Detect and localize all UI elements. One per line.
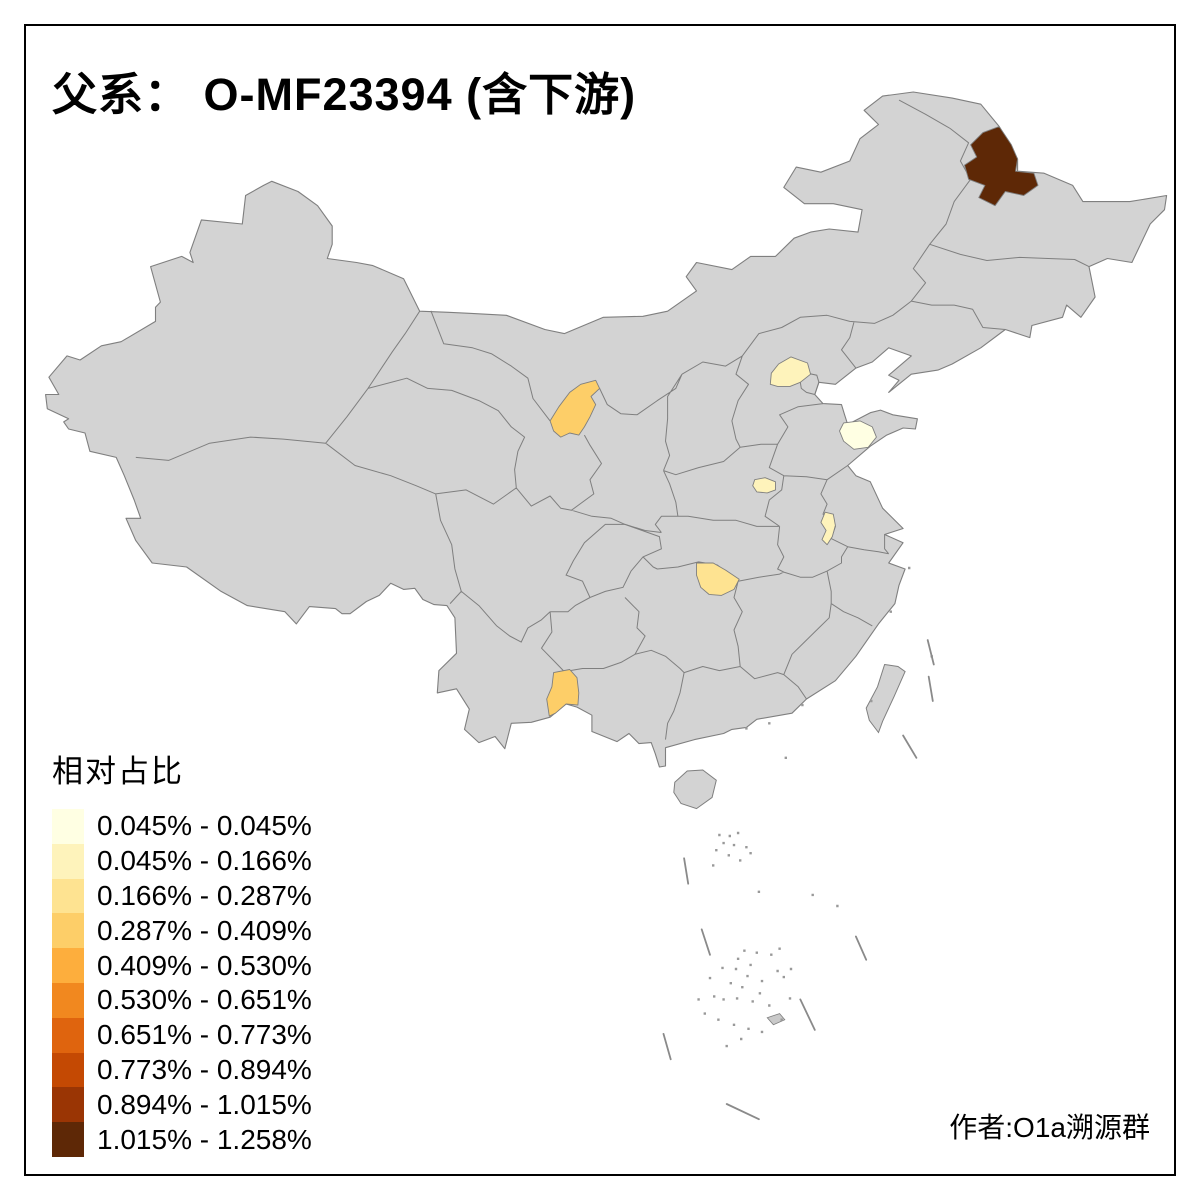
- legend-item: 0.409% - 0.530%: [52, 948, 312, 983]
- taiwan-island: [865, 663, 906, 734]
- legend: 相对占比 0.045% - 0.045% 0.045% - 0.166% 0.166…: [52, 746, 312, 1157]
- south-china-sea-islet: [766, 1013, 786, 1026]
- legend-item: 0.287% - 0.409%: [52, 913, 312, 949]
- legend-title: 相对占比: [52, 754, 184, 789]
- legend-item: 0.530% - 0.651%: [52, 982, 312, 1018]
- legend-swatch: [52, 1087, 84, 1123]
- region-yunnan-southeast: [546, 669, 580, 717]
- legend-swatch: [52, 1122, 84, 1157]
- province-borders: [135, 99, 1090, 740]
- legend-label: 0.651% - 0.773%: [97, 1019, 312, 1051]
- legend-item: 0.166% - 0.287%: [52, 878, 312, 914]
- legend-label: 0.045% - 0.166%: [97, 845, 312, 877]
- legend-label: 0.773% - 0.894%: [97, 1053, 312, 1085]
- region-henan-east: [752, 477, 776, 494]
- legend-label: 0.166% - 0.287%: [97, 879, 312, 911]
- region-anhui-east: [820, 511, 836, 546]
- legend-label: 0.287% - 0.409%: [97, 914, 312, 946]
- region-hunan-north: [696, 562, 740, 596]
- legend-swatch: [52, 913, 84, 949]
- legend-swatch: [52, 878, 84, 914]
- region-beijing: [769, 356, 812, 387]
- plot-frame: [24, 24, 1176, 1176]
- plot-title: 父系： O-MF23394 (含下游): [52, 69, 637, 120]
- legend-label: 0.409% - 0.530%: [97, 949, 312, 981]
- legend-item: 0.773% - 0.894%: [52, 1052, 312, 1088]
- legend-label: 0.894% - 1.015%: [97, 1088, 312, 1120]
- boundary-dash-lines: [662, 639, 935, 1121]
- region-ningxia: [549, 379, 601, 438]
- legend-swatch: [52, 843, 84, 879]
- legend-item: 0.651% - 0.773%: [52, 1017, 312, 1053]
- legend-rows: 0.045% - 0.045% 0.045% - 0.166% 0.166% - 0…: [52, 809, 312, 1157]
- legend-label: 0.045% - 0.045%: [97, 810, 312, 842]
- attribution: 作者:O1a溯源群: [949, 1112, 1150, 1143]
- region-shandong-east: [839, 420, 877, 450]
- legend-item: 0.894% - 1.015%: [52, 1087, 312, 1123]
- region-heilongjiang-north: [964, 126, 1039, 207]
- legend-label: 0.530% - 0.651%: [97, 984, 312, 1016]
- hainan-island: [673, 769, 717, 810]
- china-mainland: [45, 91, 1168, 768]
- legend-swatch: [52, 982, 84, 1018]
- legend-swatch: [52, 1052, 84, 1088]
- legend-swatch: [52, 1017, 84, 1053]
- legend-item: 1.015% - 1.258%: [52, 1122, 312, 1157]
- legend-label: 1.015% - 1.258%: [97, 1123, 312, 1155]
- legend-swatch: [52, 809, 84, 844]
- legend-item: 0.045% - 0.166%: [52, 843, 312, 879]
- legend-swatch: [52, 948, 84, 983]
- legend-item: 0.045% - 0.045%: [52, 809, 312, 844]
